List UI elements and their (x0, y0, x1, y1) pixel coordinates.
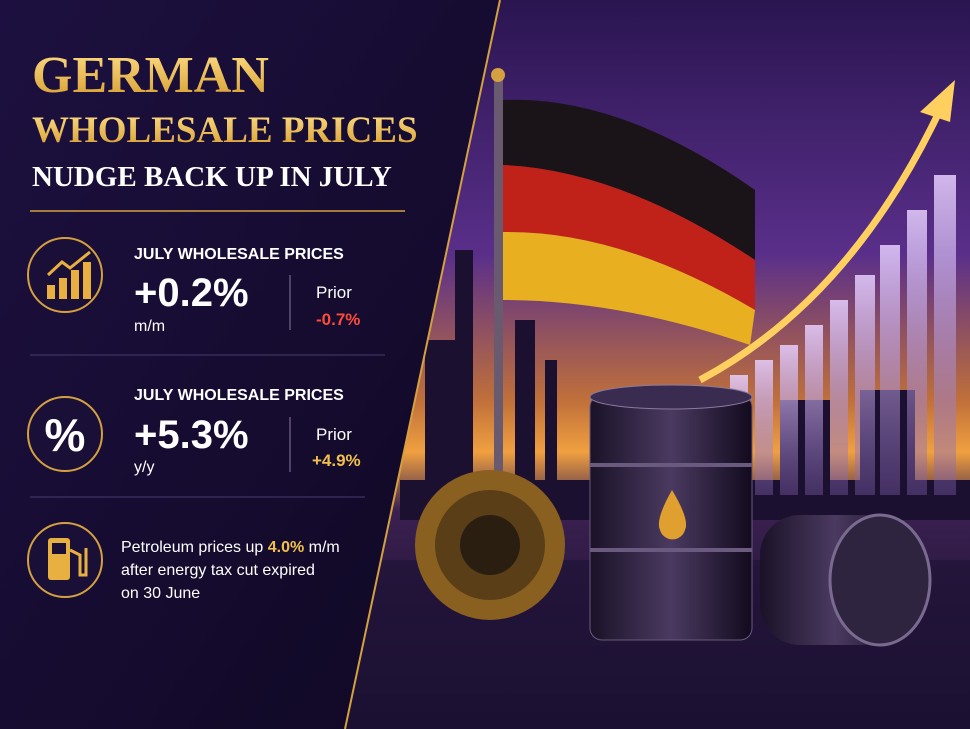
stat-label: JULY WHOLESALE PRICES (134, 387, 344, 404)
stat-unit: y/y (134, 459, 154, 476)
headline-line: WHOLESALE PRICES (32, 110, 418, 151)
prior-label: Prior (316, 283, 352, 302)
headline-line: NUDGE BACK UP IN JULY (32, 161, 392, 193)
note-highlight: 4.0% (268, 539, 304, 556)
note-line: Petroleum prices up 4.0% m/m (121, 539, 340, 556)
note-line: after energy tax cut expired (121, 562, 315, 579)
headline-line: GERMAN (32, 47, 269, 104)
stat-value: +0.2% (134, 271, 249, 315)
stat-value: +5.3% (134, 413, 249, 457)
prior-value: -0.7% (316, 310, 360, 329)
prior-label: Prior (316, 425, 352, 444)
note-text: m/m (304, 539, 340, 556)
prior-value: +4.9% (312, 451, 361, 470)
stat-unit: m/m (134, 318, 165, 335)
note-line: on 30 June (121, 585, 200, 602)
text-panel (0, 0, 500, 729)
svg-text:%: % (45, 409, 86, 461)
note-text: Petroleum prices up (121, 539, 268, 556)
scene (340, 0, 970, 729)
stat-label: JULY WHOLESALE PRICES (134, 246, 344, 263)
